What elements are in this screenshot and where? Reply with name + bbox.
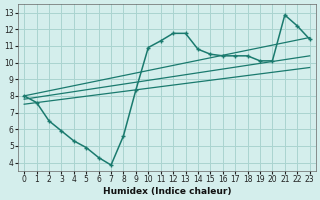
X-axis label: Humidex (Indice chaleur): Humidex (Indice chaleur) xyxy=(103,187,231,196)
